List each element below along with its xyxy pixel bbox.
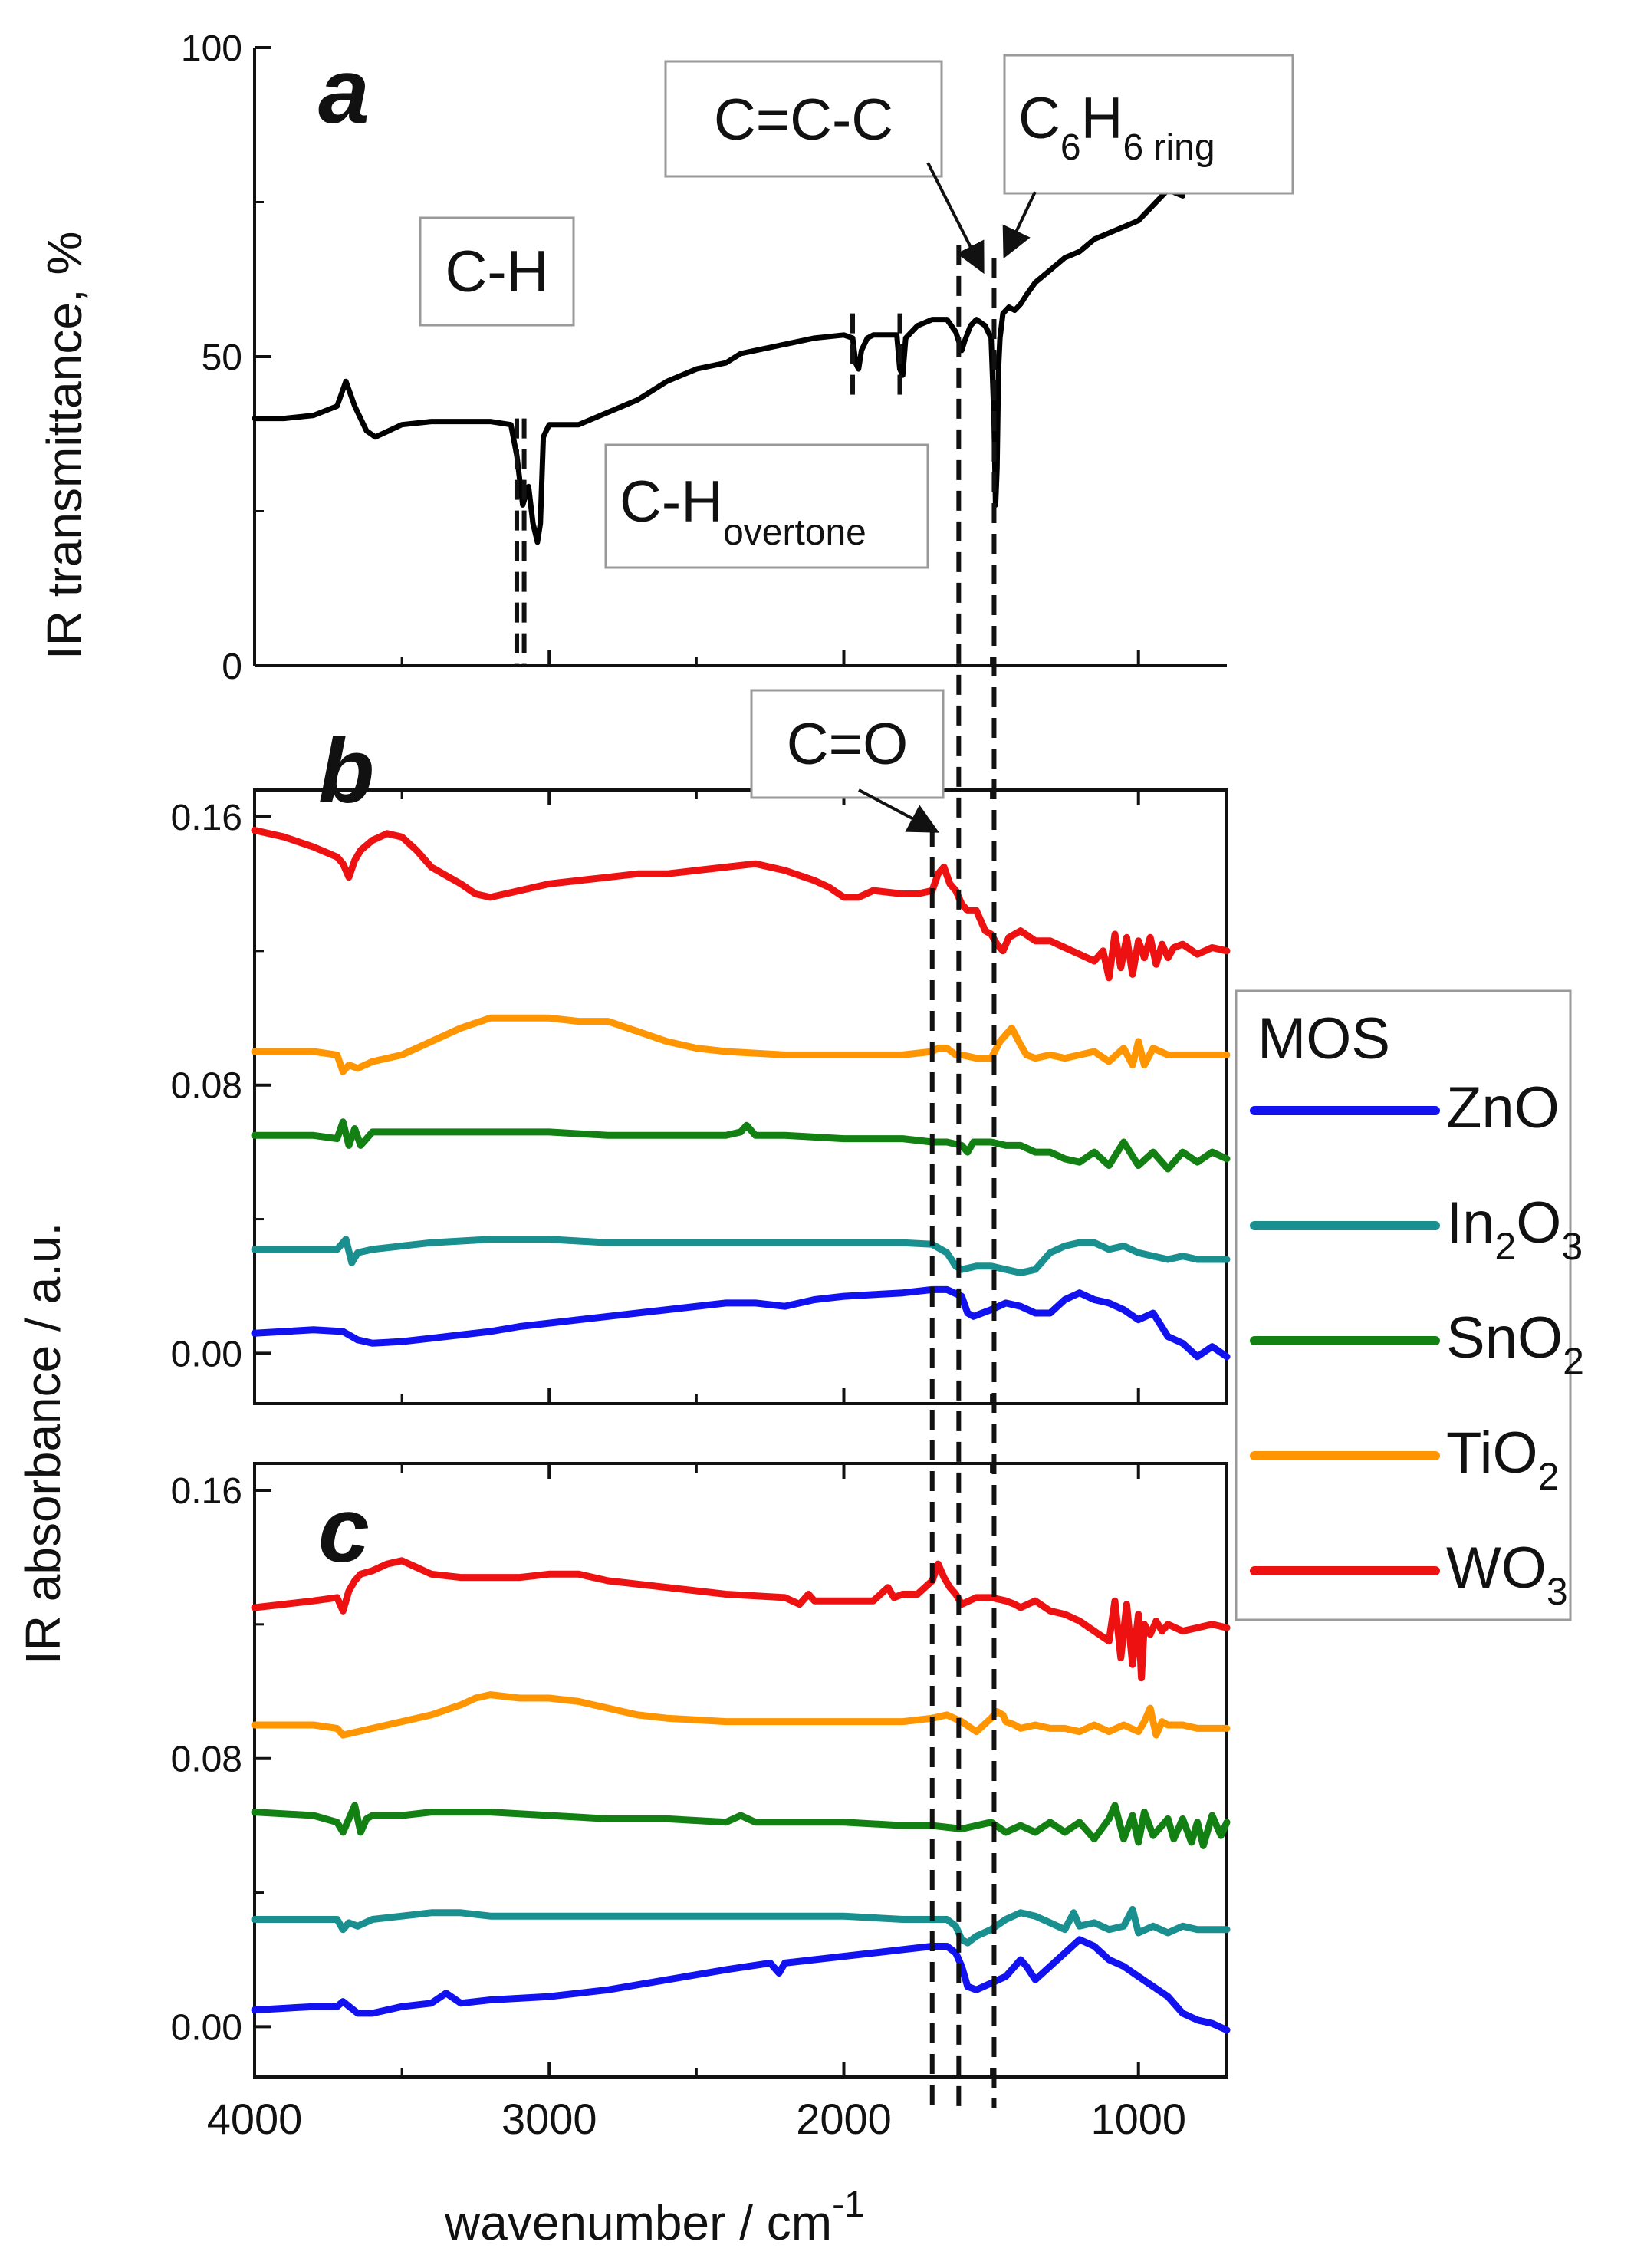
legend-label-part: SnO — [1446, 1305, 1563, 1371]
panel-a-letter: a — [318, 40, 370, 143]
legend-label-part: 2 — [1538, 1455, 1560, 1498]
x-axis-title: wavenumber / cm-1 — [444, 2184, 865, 2250]
annotation-c6h6-h: H — [1081, 86, 1123, 151]
x-axis-title-sup: -1 — [832, 2184, 865, 2225]
annotation-c-h-box — [419, 216, 575, 327]
panel-a: 0 50 100 a — [181, 28, 1227, 687]
panel-c-letter: c — [318, 1479, 370, 1582]
series-line-c-sno2 — [251, 1802, 1231, 1849]
panel-c-ytick-label: 0.16 — [171, 1471, 242, 1512]
reference-lines — [514, 245, 997, 2108]
annotation-c6h6-ring-sub: 6 ring — [1123, 127, 1215, 168]
series-line-b-zno — [251, 1285, 1231, 1361]
legend-label-part: 3 — [1547, 1570, 1568, 1613]
legend-label-part: TiO — [1446, 1420, 1538, 1486]
annotation-c-h-overtone-main: C-H — [620, 469, 723, 535]
series-line-a-transmittance — [252, 186, 1185, 545]
panel-a-ytick-label: 100 — [181, 28, 242, 69]
panel-b-ytick-label: 0.08 — [171, 1066, 242, 1107]
panel-c-ytick-label: 0.08 — [171, 1740, 242, 1780]
annotation-c6h6-sub6: 6 — [1060, 127, 1081, 168]
legend-label-part: In — [1446, 1190, 1494, 1256]
annotation-c6h6-ring-text: C6H6 ring — [1018, 86, 1215, 168]
panel-a-ytick-label: 0 — [222, 647, 242, 687]
series-line-c-tio2 — [251, 1691, 1231, 1739]
series-line-c-zno — [251, 1936, 1231, 2034]
panel-c-frame — [253, 1462, 1228, 2079]
y-axis-title-a-unit: , % — [37, 232, 92, 302]
annotation-c6h6-ring: C6H6 ring — [1003, 54, 1294, 195]
panel-b-ytick-label: 0.16 — [171, 798, 242, 838]
annotation-c-c-c: C=C-C — [664, 60, 943, 178]
annotation-c-o-box — [750, 689, 945, 799]
legend-label-part: WO — [1446, 1536, 1547, 1601]
y-axis-title-bc: IR absorbance / a.u. — [15, 1223, 71, 1664]
legend-label-part: 3 — [1561, 1225, 1583, 1268]
annotation-c-h-overtone-box — [604, 443, 929, 569]
annotation-c-o: C=O — [750, 689, 945, 799]
arrow-c-c-c — [926, 162, 985, 275]
annotation-c-h-overtone: C-Hovertone — [604, 443, 929, 569]
legend-label-part: 2 — [1494, 1225, 1516, 1268]
arrow-c6h6-ring — [1002, 191, 1037, 259]
series-line-c-in2o3 — [251, 1905, 1231, 1947]
y-axis-title-a: IR transmittance, % — [37, 232, 92, 660]
panel-b-frame — [253, 788, 1228, 1405]
series-line-b-in2o3 — [251, 1236, 1231, 1276]
arrow-c-o — [858, 788, 940, 833]
legend-label-tio2: TiO2 — [1446, 1420, 1559, 1498]
panel-c-ytick-label: 0.00 — [171, 2007, 242, 2048]
panel-a-ytick-label: 50 — [202, 337, 242, 378]
legend-label-part: ZnO — [1446, 1075, 1560, 1141]
legend-label-sno2: SnO2 — [1446, 1305, 1584, 1383]
panel-a-series — [252, 186, 1185, 545]
panel-c: 0.00 0.08 0.16 c — [171, 1462, 1231, 2079]
panel-b: 0.00 0.08 0.16 b — [171, 719, 1231, 1405]
series-line-b-wo3 — [251, 827, 1231, 982]
x-tick-label: 3000 — [501, 2095, 597, 2143]
panel-b-ytick-label: 0.00 — [171, 1334, 242, 1374]
panel-a-ticks: 0 50 100 — [181, 28, 1140, 687]
legend-label-zno: ZnO — [1446, 1075, 1560, 1141]
annotation-c-h-overtone-sub: overtone — [723, 512, 866, 553]
panel-b-letter: b — [318, 719, 374, 822]
x-tick-labels: 4000 3000 2000 1000 — [207, 2095, 1186, 2143]
panel-c-ticks: 0.00 0.08 0.16 — [171, 1463, 1140, 2077]
legend-box — [1235, 989, 1572, 1621]
legend-label-wo3: WO3 — [1446, 1536, 1568, 1613]
annotation-c-c-c-text: C=C-C — [714, 87, 893, 153]
legend-label-part: O — [1516, 1190, 1561, 1256]
annotation-c6h6-c: C — [1018, 86, 1060, 151]
x-tick-label: 1000 — [1090, 2095, 1186, 2143]
series-line-b-tio2 — [251, 1014, 1231, 1075]
annotation-c-h-text: C-H — [445, 239, 548, 304]
legend-label-part: 2 — [1563, 1340, 1584, 1383]
x-tick-label: 4000 — [207, 2095, 303, 2143]
annotation-c-h-overtone-text: C-Hovertone — [620, 469, 866, 553]
x-tick-label: 2000 — [796, 2095, 892, 2143]
legend-title: MOS — [1258, 1006, 1390, 1071]
annotation-c6h6-ring-box — [1003, 54, 1294, 195]
x-axis-title-main: wavenumber / cm — [444, 2195, 832, 2250]
legend-label-in2o3: In2O3 — [1446, 1190, 1583, 1268]
y-axis-title-a-main: IR transmittance — [37, 302, 92, 660]
annotation-c-c-c-box — [664, 60, 943, 178]
annotation-c-h: C-H — [419, 216, 575, 327]
panel-b-ticks: 0.00 0.08 0.16 — [171, 790, 1140, 1404]
annotation-c-o-text: C=O — [787, 712, 908, 777]
